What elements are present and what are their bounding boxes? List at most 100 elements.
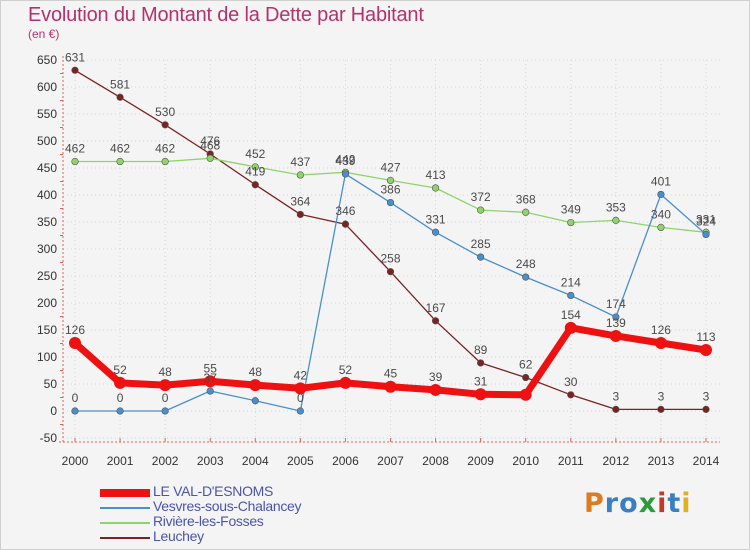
data-label: 452 xyxy=(245,147,265,161)
data-label: 62 xyxy=(519,358,533,372)
series-line-3 xyxy=(74,69,707,411)
series-point-1 xyxy=(341,170,350,178)
proxiti-logo: Proxiti xyxy=(584,488,692,519)
data-label: 167 xyxy=(426,301,446,315)
series-point-3 xyxy=(612,405,620,413)
logo-letter: i xyxy=(657,488,668,519)
series-point-3 xyxy=(567,391,575,399)
data-label: 39 xyxy=(429,370,443,384)
data-label: 476 xyxy=(200,134,220,148)
series-point-1 xyxy=(386,198,395,207)
series-point-2 xyxy=(161,157,169,166)
data-label: 419 xyxy=(245,165,265,179)
series-point-1 xyxy=(477,253,485,261)
legend-swatch xyxy=(100,537,150,539)
series-point-3 xyxy=(161,121,169,129)
y-tick-label: 200 xyxy=(37,296,57,310)
y-tick-label: 450 xyxy=(37,161,57,175)
series-point-2 xyxy=(477,206,485,214)
y-tick-label: 600 xyxy=(37,80,57,94)
x-tick-label: 2011 xyxy=(558,454,584,468)
data-label: 258 xyxy=(380,252,400,266)
series-point-0 xyxy=(609,329,622,342)
logo-letter: x xyxy=(638,488,658,519)
series-point-1 xyxy=(251,397,259,405)
data-label: 48 xyxy=(249,365,263,379)
data-label: 331 xyxy=(426,212,446,226)
series-point-3 xyxy=(477,359,485,367)
series-lines xyxy=(69,66,712,415)
series-point-2 xyxy=(431,184,440,192)
legend-label: Vesvres-sous-Chalancey xyxy=(153,498,302,514)
series-point-0 xyxy=(339,376,352,389)
data-label: 45 xyxy=(384,367,398,381)
data-label: 0 xyxy=(72,391,79,405)
data-label: 462 xyxy=(155,142,175,156)
data-label: 439 xyxy=(335,154,355,168)
series-point-2 xyxy=(657,223,665,231)
series-point-2 xyxy=(116,157,124,166)
series-point-3 xyxy=(71,66,79,74)
y-tick-label: 350 xyxy=(37,215,57,229)
data-label: 368 xyxy=(516,192,536,206)
data-label: 3 xyxy=(658,389,665,403)
data-label: 353 xyxy=(606,200,626,214)
series-point-3 xyxy=(522,373,530,382)
data-label: 285 xyxy=(471,237,491,251)
series-point-1 xyxy=(522,273,530,281)
data-label: 401 xyxy=(651,174,671,188)
y-tick-label: 550 xyxy=(37,107,57,121)
series-point-0 xyxy=(249,379,262,392)
x-tick-label: 2003 xyxy=(197,454,224,468)
x-tick-label: 2013 xyxy=(648,454,675,468)
data-label: 126 xyxy=(65,323,85,337)
x-tick-label: 2004 xyxy=(242,454,269,468)
data-label: 427 xyxy=(380,160,400,174)
series-point-1 xyxy=(296,407,304,415)
x-tick-label: 2001 xyxy=(107,454,134,468)
logo-letter: o xyxy=(619,488,639,519)
series-point-3 xyxy=(386,268,395,276)
series-point-2 xyxy=(296,171,304,179)
data-label: 48 xyxy=(158,365,172,379)
data-label: 0 xyxy=(162,391,169,405)
x-tick-label: 2000 xyxy=(62,454,89,468)
data-label: 340 xyxy=(651,207,671,221)
series-point-1 xyxy=(116,407,124,415)
series-point-1 xyxy=(657,190,665,199)
y-tick-label: 250 xyxy=(37,269,57,283)
series-point-2 xyxy=(612,216,620,224)
data-label: 0 xyxy=(117,391,124,405)
x-tick-label: 2008 xyxy=(422,454,449,468)
legend-swatch xyxy=(100,489,150,497)
series-point-3 xyxy=(702,405,710,413)
series-point-1 xyxy=(206,387,214,395)
data-label: 462 xyxy=(65,142,85,156)
series-point-0 xyxy=(114,376,127,389)
series-point-3 xyxy=(431,317,440,325)
series-point-0 xyxy=(564,321,577,334)
series-point-0 xyxy=(204,375,217,388)
data-label: 530 xyxy=(155,105,175,119)
data-label: 126 xyxy=(651,323,671,337)
y-tick-label: 150 xyxy=(37,323,57,337)
x-tick-label: 2006 xyxy=(332,454,359,468)
data-label: 37 xyxy=(204,371,218,385)
series-point-1 xyxy=(431,228,440,236)
data-label: 386 xyxy=(380,183,400,197)
y-tick-label: 100 xyxy=(37,350,57,364)
series-point-0 xyxy=(700,343,712,356)
series-point-2 xyxy=(567,218,575,227)
series-point-2 xyxy=(251,163,259,171)
data-label: 3 xyxy=(703,389,710,403)
chart-title: Evolution du Montant de la Dette par Hab… xyxy=(28,4,424,26)
data-label: 581 xyxy=(110,77,130,91)
series-point-3 xyxy=(251,181,259,189)
axes: -500501001502002503003504004505005506006… xyxy=(37,53,720,468)
data-labels: 126 52 48 55 48 42 52 45 39 31 154 139 126 113 0 0 0 37 0 4… xyxy=(65,50,716,405)
data-label: 468 xyxy=(200,138,220,152)
legend-label: Rivière-les-Fosses xyxy=(153,513,264,529)
x-tick-label: 2002 xyxy=(152,454,179,468)
